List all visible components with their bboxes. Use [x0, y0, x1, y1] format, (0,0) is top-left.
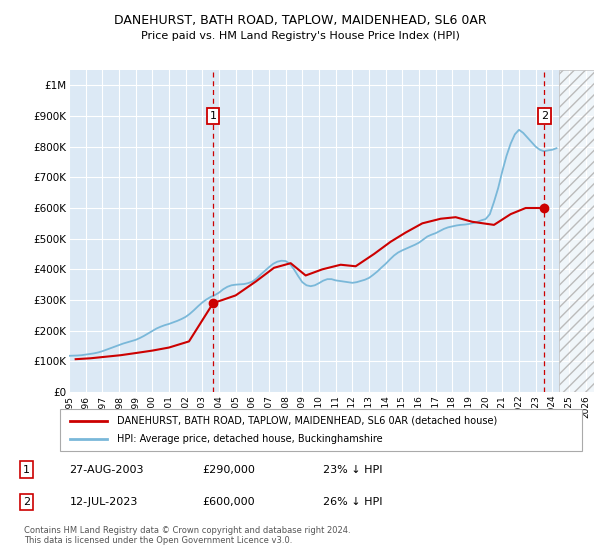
- Text: DANEHURST, BATH ROAD, TAPLOW, MAIDENHEAD, SL6 0AR (detached house): DANEHURST, BATH ROAD, TAPLOW, MAIDENHEAD…: [118, 416, 497, 426]
- Text: DANEHURST, BATH ROAD, TAPLOW, MAIDENHEAD, SL6 0AR: DANEHURST, BATH ROAD, TAPLOW, MAIDENHEAD…: [113, 14, 487, 27]
- Bar: [559, 70, 594, 392]
- Text: 2: 2: [23, 497, 30, 507]
- Text: £290,000: £290,000: [202, 465, 255, 475]
- Text: 1: 1: [209, 111, 217, 121]
- Text: This data is licensed under the Open Government Licence v3.0.: This data is licensed under the Open Gov…: [24, 536, 292, 545]
- Text: HPI: Average price, detached house, Buckinghamshire: HPI: Average price, detached house, Buck…: [118, 435, 383, 445]
- Text: 12-JUL-2023: 12-JUL-2023: [70, 497, 138, 507]
- Text: Contains HM Land Registry data © Crown copyright and database right 2024.: Contains HM Land Registry data © Crown c…: [24, 526, 350, 535]
- Text: 26% ↓ HPI: 26% ↓ HPI: [323, 497, 383, 507]
- Bar: [559, 70, 594, 392]
- Text: 2: 2: [541, 111, 548, 121]
- Text: £600,000: £600,000: [202, 497, 255, 507]
- Text: Price paid vs. HM Land Registry's House Price Index (HPI): Price paid vs. HM Land Registry's House …: [140, 31, 460, 41]
- Text: 1: 1: [23, 465, 30, 475]
- Text: 23% ↓ HPI: 23% ↓ HPI: [323, 465, 383, 475]
- Text: 27-AUG-2003: 27-AUG-2003: [70, 465, 144, 475]
